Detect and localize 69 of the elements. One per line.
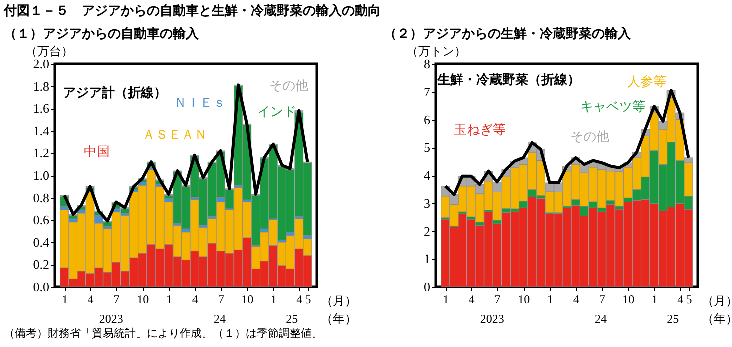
text: ＡＳＥＡＮ — [142, 127, 208, 142]
x-tick-label: 7 — [494, 292, 501, 306]
x-tick-label: 5 — [686, 292, 692, 306]
text: 2023 — [480, 312, 504, 326]
text: 25 — [667, 312, 680, 326]
y-tick-label: 3 — [424, 196, 430, 211]
x-tick-label: 7 — [114, 292, 120, 306]
x-tick-label: 10 — [518, 292, 530, 306]
text: 24 — [595, 312, 608, 326]
x-tick-label: 1 — [443, 292, 450, 306]
y-tick-label: 5 — [424, 140, 430, 156]
text: 付図１－５ アジアからの自動車と生鮮・冷蔵野菜の輸入の動向 — [4, 2, 381, 20]
text: 中国 — [84, 144, 110, 159]
series-label: その他 — [570, 129, 610, 144]
x-tick-label: 1 — [62, 292, 68, 306]
y-tick-label: 7 — [424, 84, 431, 100]
chart-title: （２）アジアからの生鮮・冷蔵野菜の輸入 — [384, 26, 632, 41]
text: 25 — [286, 312, 298, 326]
y-tick-label: 1.4 — [33, 123, 50, 138]
series-label: インド — [258, 104, 296, 119]
y-tick-label: 6 — [424, 112, 431, 128]
text: （年） — [321, 312, 357, 326]
text: 2023 — [99, 312, 124, 326]
x-axis-title: （月） — [321, 294, 357, 308]
y-tick-label: 1.8 — [33, 78, 50, 94]
x-axis-title: （月） — [702, 294, 732, 308]
x-tick-label: 1 — [652, 292, 658, 306]
y-tick-label: 4 — [424, 168, 431, 183]
text: アジア計（折線） — [63, 85, 167, 100]
x-tick-label: 10 — [137, 292, 150, 306]
text: 24 — [214, 312, 226, 326]
y-tick-label: 0.2 — [33, 257, 50, 272]
series-label: その他 — [270, 78, 308, 93]
x-tick-label: 4 — [88, 292, 94, 306]
text: キャベツ等 — [580, 99, 646, 114]
x-tick-label: 10 — [622, 292, 635, 306]
text: ＮＩＥｓ — [174, 95, 226, 110]
text: （備考）財務省「貿易統計」により作成。（１）は季節調整値。 — [4, 326, 323, 341]
x-tick-label: 1 — [270, 292, 277, 306]
x-tick-label: 4 — [468, 292, 475, 306]
x-tick-label: 10 — [242, 292, 254, 306]
x-tick-label: 1 — [166, 292, 172, 306]
x-tick-label: 7 — [218, 292, 224, 306]
y-tick-label: 8 — [424, 56, 430, 72]
x-tick-label: 4 — [296, 292, 303, 306]
x-tick-label: 4 — [678, 292, 684, 306]
x-tick-label: 1 — [547, 292, 554, 306]
y-axis-title: （万台） — [26, 44, 74, 58]
x-tick-label: 5 — [305, 292, 312, 306]
text: 玉ねぎ等 — [454, 122, 506, 137]
y-tick-label: 0.4 — [33, 234, 50, 250]
y-axis-title: （万トン） — [406, 44, 466, 58]
y-tick-label: 0.8 — [33, 190, 50, 206]
series-label: 人参等 — [628, 74, 666, 89]
chart-title: （１）アジアからの自動車の輸入 — [4, 26, 200, 41]
y-tick-label: 1.0 — [33, 168, 50, 183]
y-tick-label: 0 — [424, 280, 430, 294]
y-tick-label: 1 — [424, 252, 430, 267]
y-tick-label: 0.0 — [33, 280, 50, 294]
x-tick-label: 4 — [573, 292, 580, 306]
y-tick-label: 1.6 — [33, 101, 50, 116]
y-tick-label: 2.0 — [33, 56, 50, 72]
text: （年） — [702, 312, 732, 326]
y-tick-label: 1.2 — [33, 146, 50, 161]
text: 生鮮・冷蔵野菜（折線） — [436, 72, 580, 87]
y-tick-label: 2 — [424, 224, 430, 239]
y-tick-label: 0.6 — [33, 212, 50, 228]
x-tick-label: 4 — [192, 292, 198, 306]
x-tick-label: 7 — [599, 292, 606, 306]
